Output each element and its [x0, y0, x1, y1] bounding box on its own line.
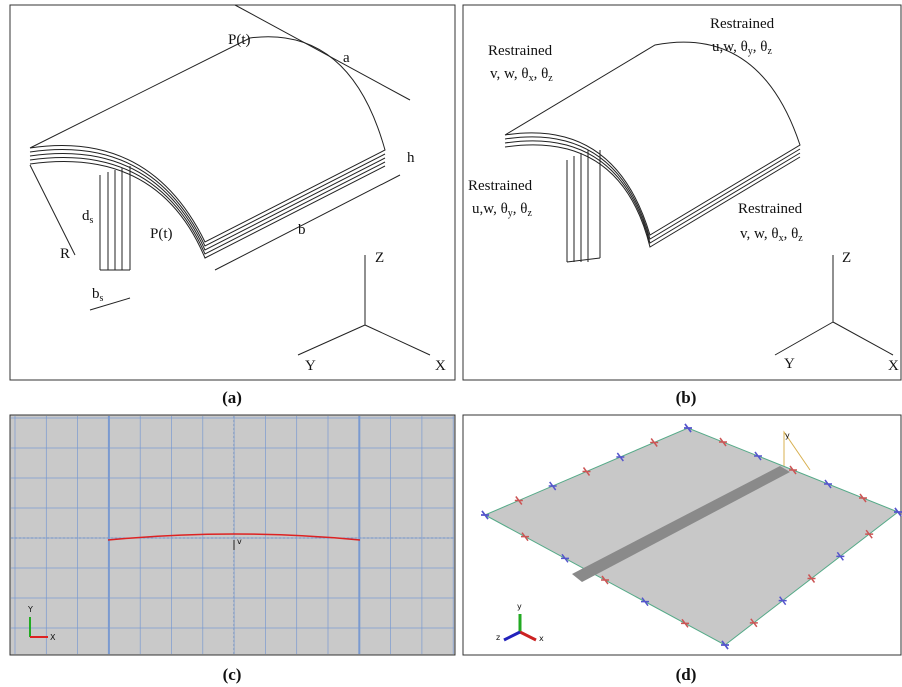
- node-label: v: [237, 537, 242, 546]
- triad-label: X: [50, 633, 56, 642]
- figure: P(t) a h ds R P(t) b bs Z Y X Restrained…: [0, 0, 902, 687]
- dof-part: v, w, θ: [490, 66, 529, 82]
- frame: [10, 415, 455, 655]
- dof-part: , θ: [534, 66, 549, 82]
- axis-label: X: [888, 358, 899, 374]
- caption: (b): [676, 388, 697, 407]
- boundary-label: Restrained: [738, 201, 803, 217]
- dof-sub: z: [527, 208, 532, 219]
- dof-part: , θ: [513, 201, 528, 217]
- label: ds: [82, 208, 94, 226]
- panel-d: y y z x: [463, 415, 902, 655]
- label: P(t): [228, 32, 251, 48]
- dofs: v, w, θx, θz: [490, 66, 553, 84]
- caption: (c): [223, 665, 242, 684]
- axis-label: X: [435, 358, 446, 374]
- axis-label: Z: [842, 250, 851, 266]
- panel-b: Restrained v, w, θx, θz Restrained u,w, …: [463, 5, 901, 380]
- dof-part: , θ: [753, 39, 768, 55]
- shell-layers: [30, 150, 385, 258]
- dof-part: u,w, θ: [712, 39, 748, 55]
- label: a: [343, 50, 350, 66]
- triad-label: x: [539, 634, 544, 643]
- label: b: [92, 286, 100, 302]
- dofs: v, w, θx, θz: [740, 226, 803, 244]
- stiffener: [100, 166, 130, 270]
- dof-sub: z: [548, 73, 553, 84]
- label-sub: s: [100, 293, 104, 304]
- axes: [775, 255, 893, 355]
- axis-label: Y: [784, 356, 795, 372]
- label: P(t): [150, 226, 173, 242]
- label: R: [60, 246, 70, 262]
- label: b: [298, 222, 306, 238]
- boundary-label: Restrained: [488, 43, 553, 59]
- dof-sub: z: [767, 46, 772, 57]
- axis-label: Y: [305, 358, 316, 374]
- dofs: u,w, θy, θz: [472, 201, 532, 219]
- dimension-lines: [30, 5, 410, 310]
- caption: (a): [222, 388, 242, 407]
- panel-c: v Y X: [10, 415, 455, 655]
- label: bs: [92, 286, 104, 304]
- dof-part: , θ: [784, 226, 799, 242]
- stiffener: [567, 150, 600, 262]
- triad-label: z: [496, 633, 500, 642]
- dof-sub: z: [798, 233, 803, 244]
- dof-part: u,w, θ: [472, 201, 508, 217]
- triad-label: Y: [27, 605, 33, 614]
- dofs: u,w, θy, θz: [712, 39, 772, 57]
- axes: [298, 255, 430, 355]
- dof-part: v, w, θ: [740, 226, 779, 242]
- triad-label: y: [517, 602, 522, 611]
- label: h: [407, 150, 415, 166]
- axis-label: Z: [375, 250, 384, 266]
- boundary-label: Restrained: [468, 178, 533, 194]
- panel-a: P(t) a h ds R P(t) b bs Z Y X: [10, 5, 455, 380]
- caption: (d): [676, 665, 697, 684]
- frame: [10, 5, 455, 380]
- label-sub: s: [90, 215, 94, 226]
- axis-label: y: [785, 431, 790, 440]
- boundary-label: Restrained: [710, 16, 775, 32]
